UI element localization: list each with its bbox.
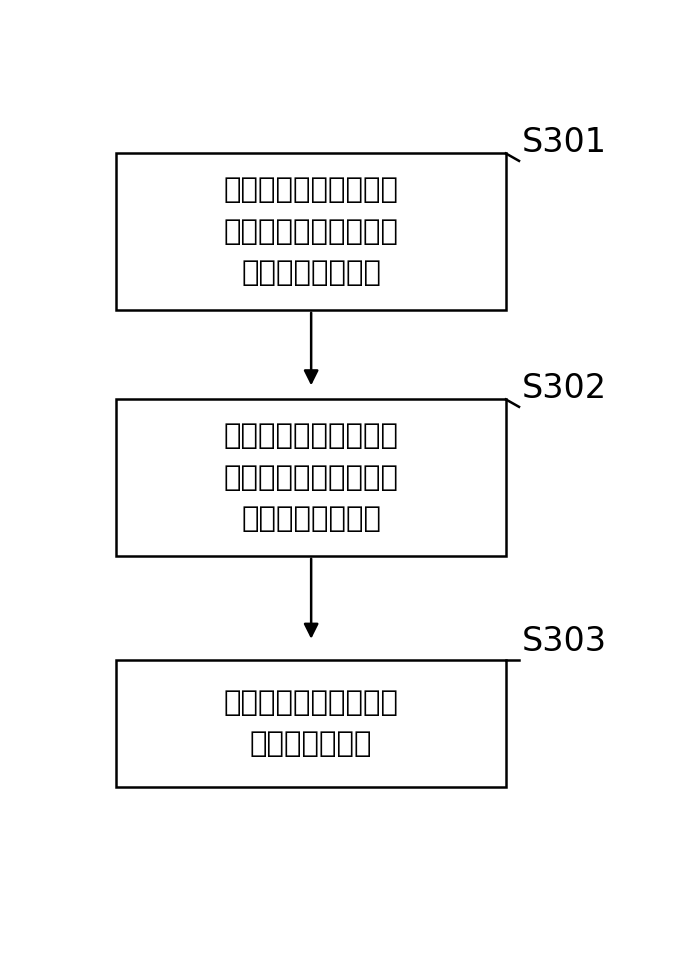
Bar bbox=[117, 400, 506, 556]
Text: 在创建指令中增加纠删
条带单元的参数: 在创建指令中增加纠删 条带单元的参数 bbox=[223, 689, 399, 758]
Text: S301: S301 bbox=[521, 126, 606, 159]
Text: S303: S303 bbox=[521, 625, 606, 658]
Text: 将创建纠删池的处理逻
辑中的纠删条带大小修
改为纠删条带单元: 将创建纠删池的处理逻 辑中的纠删条带大小修 改为纠删条带单元 bbox=[223, 176, 399, 287]
Text: 将存储系统中的纠删条
带大小配置项更改为纠
删条带单元配置项: 将存储系统中的纠删条 带大小配置项更改为纠 删条带单元配置项 bbox=[223, 422, 399, 532]
Bar bbox=[117, 660, 506, 787]
Bar bbox=[117, 153, 506, 310]
Text: S302: S302 bbox=[521, 372, 607, 405]
